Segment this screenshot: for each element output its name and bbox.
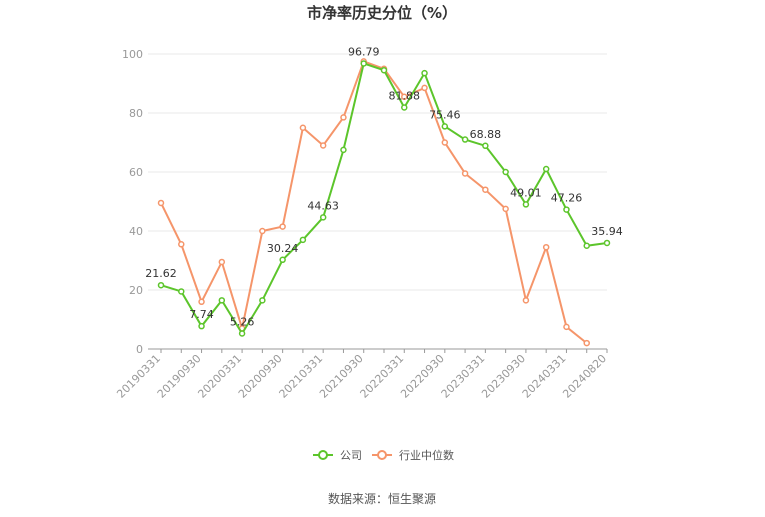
data-point — [542, 165, 550, 173]
data-point — [461, 170, 469, 177]
data-point — [279, 223, 286, 230]
legend-item-company[interactable]: 公司 — [313, 449, 362, 462]
data-point — [421, 69, 428, 77]
y-tick-label: 40 — [129, 225, 143, 238]
data-point — [502, 205, 509, 213]
legend-label-company: 公司 — [340, 449, 362, 462]
data-point — [259, 227, 266, 235]
data-label: 30.24 — [267, 242, 299, 255]
data-point — [482, 186, 489, 193]
data-point — [157, 199, 165, 207]
data-label: 49.01 — [510, 186, 542, 199]
data-point — [340, 114, 347, 121]
data-point — [340, 146, 347, 154]
data-point — [461, 136, 469, 143]
data-point — [583, 242, 590, 249]
data-point — [502, 168, 509, 176]
x-tick-label: 20240820 — [560, 352, 609, 401]
data-point — [198, 322, 205, 330]
data-point — [583, 339, 590, 347]
data-point — [563, 323, 570, 331]
data-point — [218, 258, 226, 266]
data-point — [522, 297, 530, 304]
data-label: 96.79 — [348, 45, 380, 58]
data-label: 7.74 — [189, 308, 214, 321]
data-label: 21.62 — [145, 267, 177, 280]
data-point — [360, 60, 367, 67]
data-point — [563, 206, 570, 213]
data-point — [421, 84, 428, 92]
data-point — [441, 123, 449, 130]
grid — [148, 53, 607, 291]
data-point — [238, 330, 246, 337]
data-label: 75.46 — [429, 108, 461, 121]
data-point — [401, 93, 408, 101]
data-label: 68.88 — [470, 128, 502, 141]
data-label: 44.63 — [307, 199, 339, 212]
data-point — [482, 142, 489, 150]
plot-area — [157, 58, 611, 347]
data-point — [522, 201, 530, 208]
y-tick-label: 80 — [129, 107, 143, 120]
data-source: 数据来源：恒生聚源 — [328, 491, 436, 506]
legend-item-industry-median[interactable]: 行业中位数 — [372, 448, 454, 462]
data-point — [380, 66, 388, 74]
data-point — [259, 297, 266, 304]
data-point — [319, 214, 327, 221]
legend[interactable]: 公司 行业中位数 — [313, 448, 454, 462]
data-label: 5.26 — [230, 315, 255, 328]
y-axis: 0 20 40 60 80 100 — [122, 48, 143, 356]
data-point — [319, 142, 327, 149]
data-point — [401, 104, 408, 111]
legend-label-industry-median: 行业中位数 — [399, 448, 454, 462]
y-tick-label: 20 — [129, 284, 143, 297]
x-axis: 2019033120190930202003312020093020210331… — [114, 348, 609, 401]
y-tick-label: 60 — [129, 166, 143, 179]
data-point — [198, 298, 205, 306]
data-point — [279, 256, 286, 264]
data-point — [603, 239, 611, 247]
data-label: 47.26 — [551, 192, 583, 205]
data-point — [178, 241, 185, 248]
data-point — [542, 243, 550, 251]
data-labels: 21.62 7.74 5.26 30.24 44.63 96.79 81.88 75.46 68… — [145, 45, 623, 328]
data-point — [299, 236, 307, 244]
y-tick-label: 0 — [136, 343, 143, 356]
y-tick-label: 100 — [122, 48, 143, 61]
data-label: 81.88 — [389, 89, 421, 102]
data-point — [441, 139, 449, 146]
chart-title: 市净率历史分位（%） — [307, 4, 457, 22]
data-label: 35.94 — [591, 225, 623, 238]
data-point — [299, 124, 307, 131]
data-point — [178, 288, 185, 295]
series-line — [160, 60, 588, 344]
data-point — [157, 281, 165, 289]
data-point — [218, 297, 226, 304]
